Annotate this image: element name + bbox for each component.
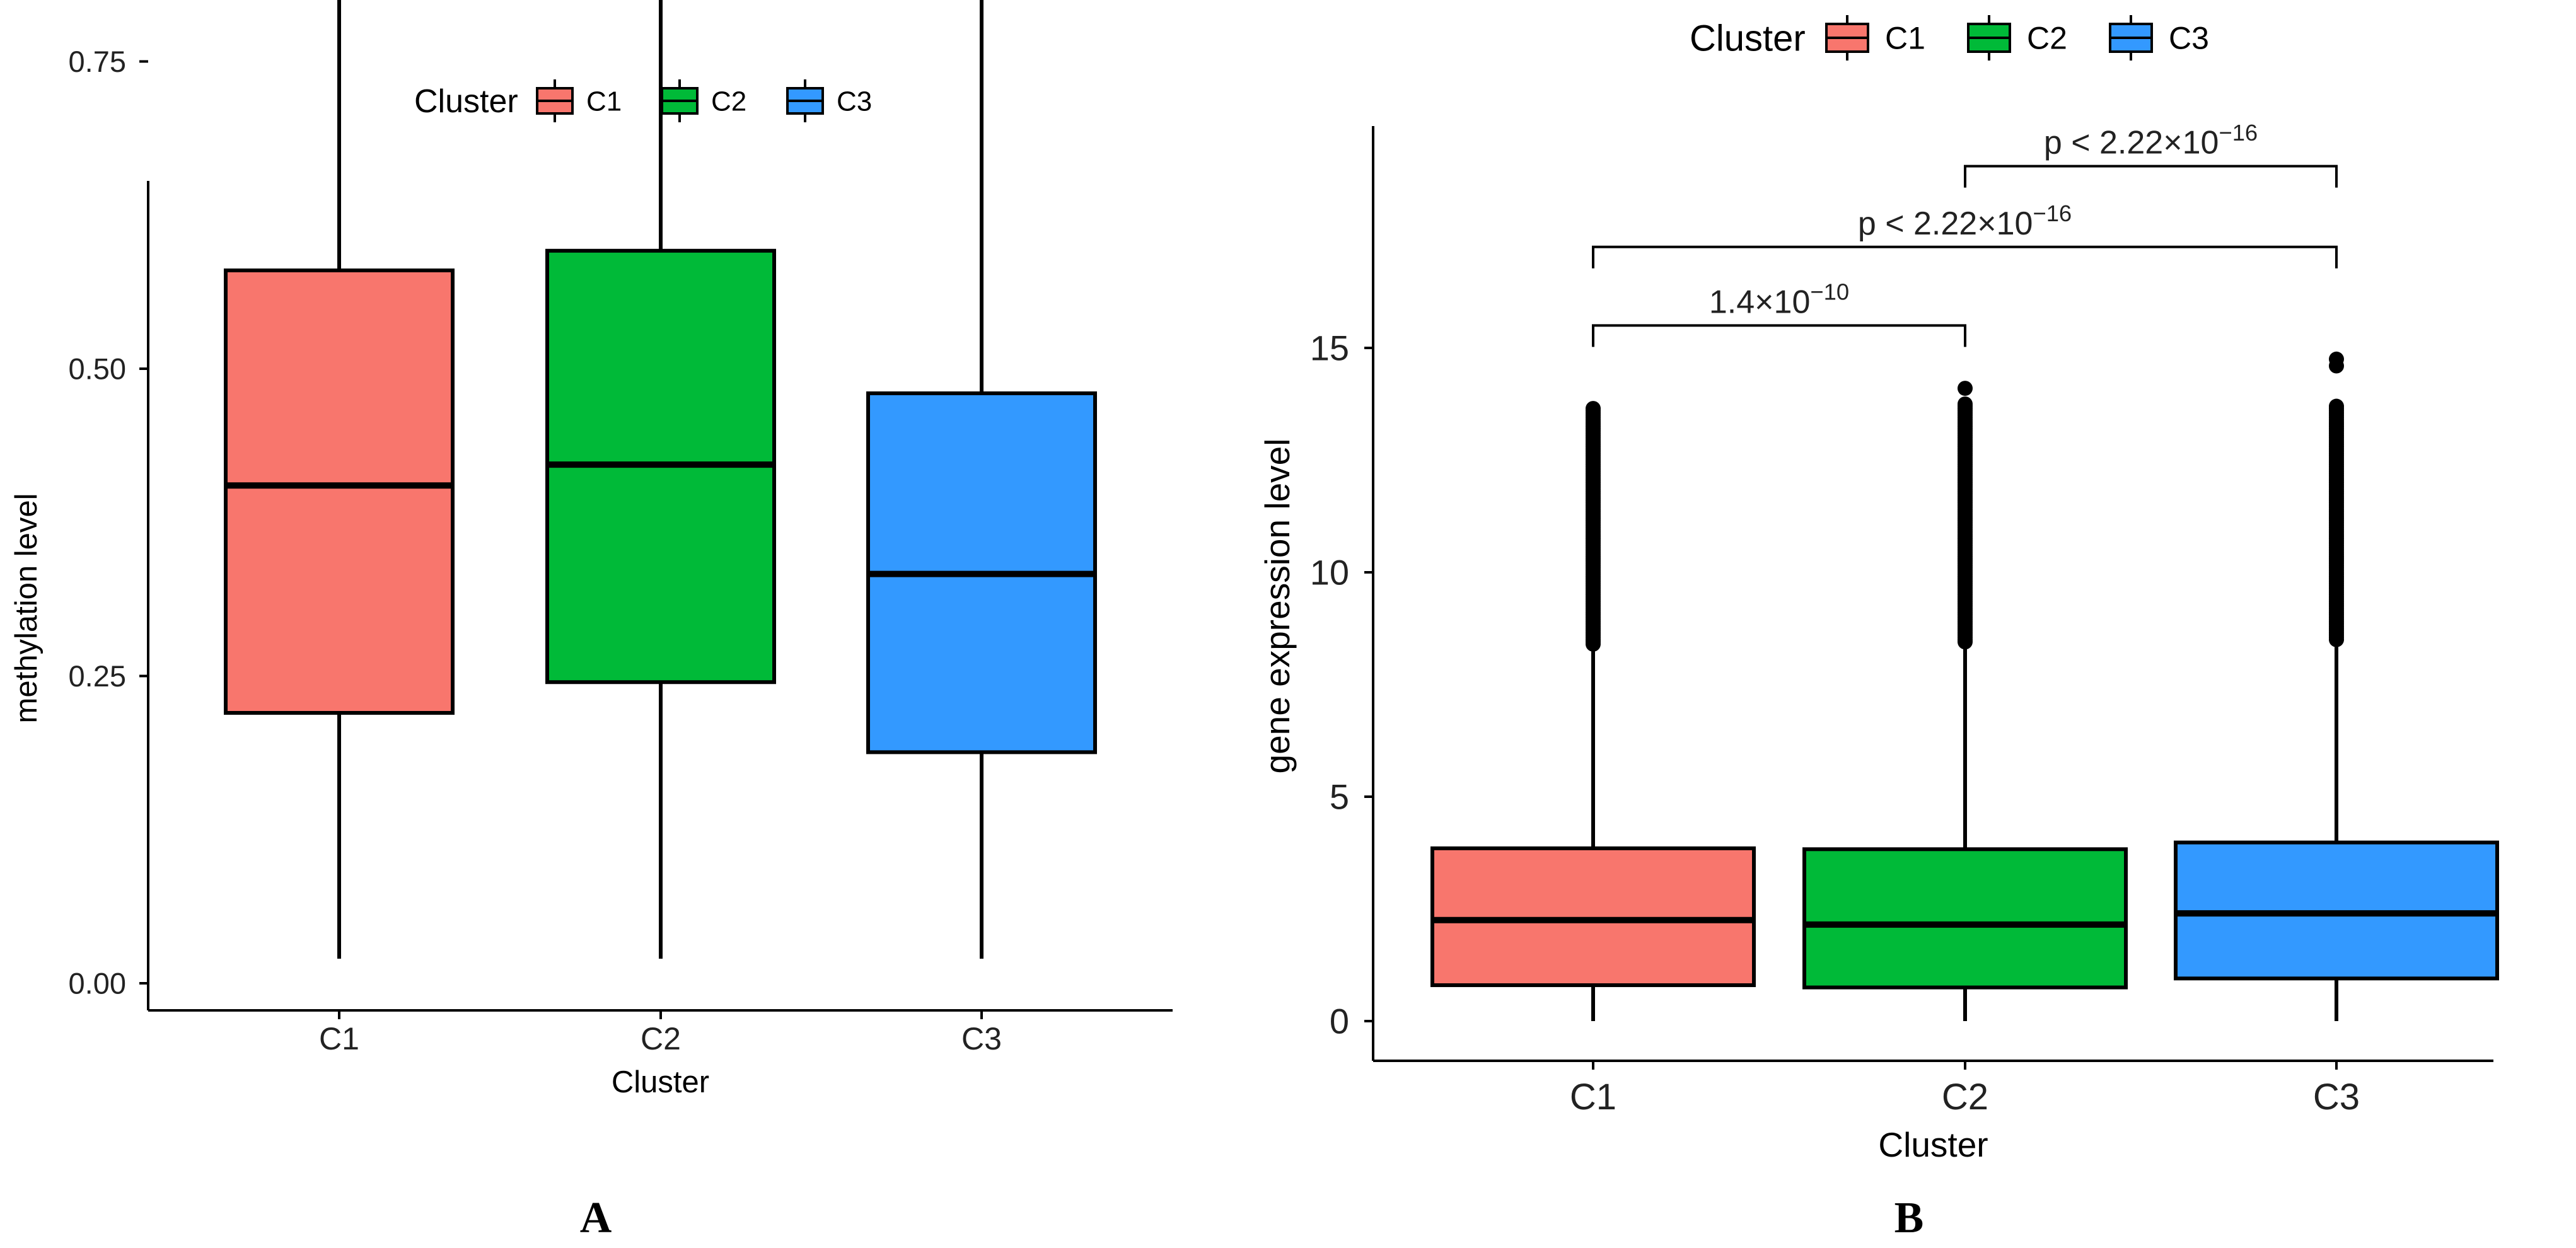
legend-label-c1: C1 <box>1885 21 1925 56</box>
x-tick-label-c2: C2 <box>641 1021 681 1056</box>
legend-label-c2: C2 <box>2027 21 2067 56</box>
panel-label: A <box>580 1194 612 1242</box>
x-tick-label-c1: C1 <box>1570 1077 1616 1118</box>
legend-title: Cluster <box>1690 18 1806 59</box>
outlier-point <box>2329 398 2344 414</box>
p-value-label: p < 2.22×10−16 <box>2044 120 2258 161</box>
box-body <box>1802 847 2128 990</box>
y-tick-label: 15 <box>1310 328 1349 368</box>
comparison-c1-c3: p < 2.22×10−16 <box>1592 200 2338 269</box>
outlier-group-c1 <box>1586 401 1601 652</box>
x-tick-label-c3: C3 <box>961 1021 1002 1056</box>
legend-key-c3 <box>786 79 824 122</box>
legend-key-c1 <box>1825 15 1869 61</box>
legend-key-c1 <box>536 79 574 122</box>
outlier-point <box>1958 381 1973 396</box>
p-value-exponent: −10 <box>1810 279 1849 305</box>
y-tick-label: 5 <box>1330 777 1349 817</box>
y-tick-label: 10 <box>1310 553 1349 592</box>
legend-key-c2 <box>1967 15 2011 61</box>
outlier-group-c3 <box>2329 351 2344 647</box>
box-body <box>1430 846 1756 988</box>
legend-label-c2: C2 <box>711 86 746 117</box>
box-c2 <box>545 0 776 959</box>
x-axis-title: Cluster <box>612 1065 709 1099</box>
comparison-c2-c3: p < 2.22×10−16 <box>1964 120 2338 188</box>
legend-key-c2 <box>661 79 699 122</box>
comparison-c1-c2: 1.4×10−10 <box>1592 279 1966 347</box>
y-axis-title: gene expression level <box>1258 438 1297 773</box>
outlier-point <box>1958 396 1973 412</box>
p-value-label: p < 2.22×10−16 <box>1858 200 2072 242</box>
x-tick-label-c2: C2 <box>1942 1077 1988 1118</box>
outlier-point <box>2329 351 2344 367</box>
y-tick-label: 0.50 <box>69 352 126 385</box>
p-value-text: p < 2.22×10 <box>1858 205 2033 242</box>
p-value-exponent: −16 <box>2219 120 2258 146</box>
outlier-group-c2 <box>1958 381 1973 650</box>
legend-label-c3: C3 <box>2169 21 2209 56</box>
legend-label-c3: C3 <box>837 86 872 117</box>
p-value-text: p < 2.22×10 <box>2044 125 2219 161</box>
p-value-text: 1.4×10 <box>1709 284 1811 320</box>
comparison-bracket <box>1592 245 2338 269</box>
box-c2 <box>1802 644 2128 1021</box>
x-tick-label-c3: C3 <box>2313 1077 2360 1118</box>
legend-label-c1: C1 <box>586 86 622 117</box>
legend-key-c3 <box>2109 15 2153 61</box>
box-c1 <box>224 0 455 959</box>
panel-b-expression-boxplot: Cluster C1 C2 C3 0 5 10 15 C1 C2 C3 Cluster gene exp… <box>1258 15 2499 1242</box>
legend-title: Cluster <box>414 83 518 120</box>
x-tick-label-c1: C1 <box>319 1021 359 1056</box>
y-axis-title: methylation level <box>9 494 44 724</box>
box-body <box>224 269 455 715</box>
p-value-label: 1.4×10−10 <box>1709 279 1849 321</box>
y-tick-label: 0 <box>1330 1002 1349 1041</box>
outlier-point <box>1586 401 1601 417</box>
y-tick-label: 0.75 <box>69 45 126 78</box>
y-tick-label: 0.25 <box>69 659 126 693</box>
y-tick-label: 0.00 <box>69 966 126 1000</box>
panel-label: B <box>1894 1194 1924 1242</box>
x-axis-title: Cluster <box>1878 1125 1988 1164</box>
box-c3 <box>866 0 1097 959</box>
box-c1 <box>1430 644 1756 1021</box>
p-value-exponent: −16 <box>2033 200 2072 226</box>
comparison-bracket <box>1592 324 1966 347</box>
panel-a-methylation-boxplot: ClusterC1C2C30.000.250.500.751.001.25C1C… <box>9 0 1173 1242</box>
box-c3 <box>2174 642 2499 1021</box>
comparison-bracket <box>1964 165 2338 188</box>
